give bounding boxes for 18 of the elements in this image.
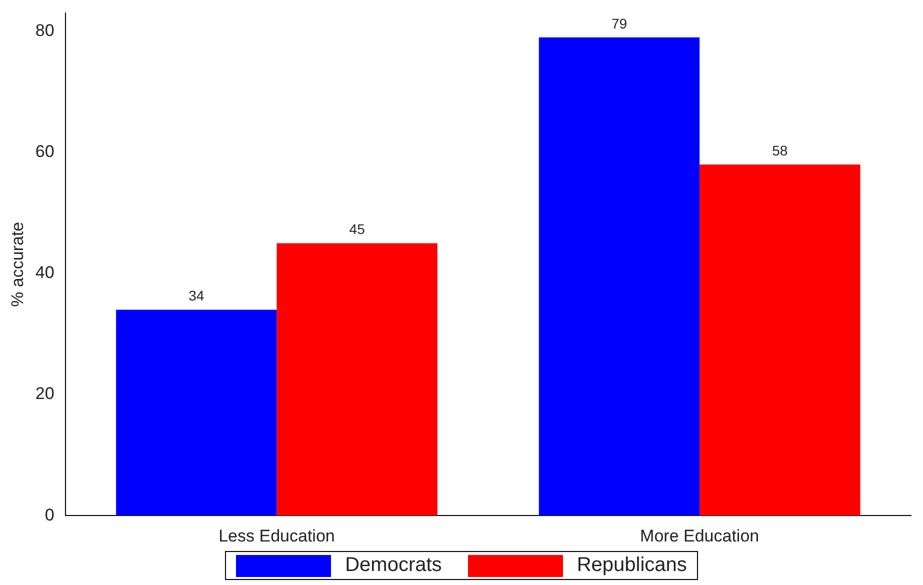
data-label: 58 <box>772 142 788 158</box>
y-tick-label: 40 <box>35 263 54 282</box>
y-axis-title: % accurate <box>8 222 27 307</box>
bar <box>276 243 438 516</box>
x-tick-label: Less Education <box>218 526 335 546</box>
bar <box>538 37 700 516</box>
data-label: 34 <box>188 288 204 304</box>
y-tick-label: 60 <box>35 142 54 162</box>
y-tick-label: 0 <box>44 505 54 524</box>
data-label: 45 <box>349 221 366 238</box>
x-tick-label: More Education <box>640 526 760 546</box>
legend-label: Democrats <box>345 554 442 577</box>
legend-label: Republicans <box>576 554 687 577</box>
bar <box>700 164 860 516</box>
data-label: 79 <box>611 15 628 32</box>
y-tick-label: 20 <box>35 384 54 404</box>
bar <box>116 310 277 516</box>
y-tick-label: 80 <box>35 21 54 40</box>
